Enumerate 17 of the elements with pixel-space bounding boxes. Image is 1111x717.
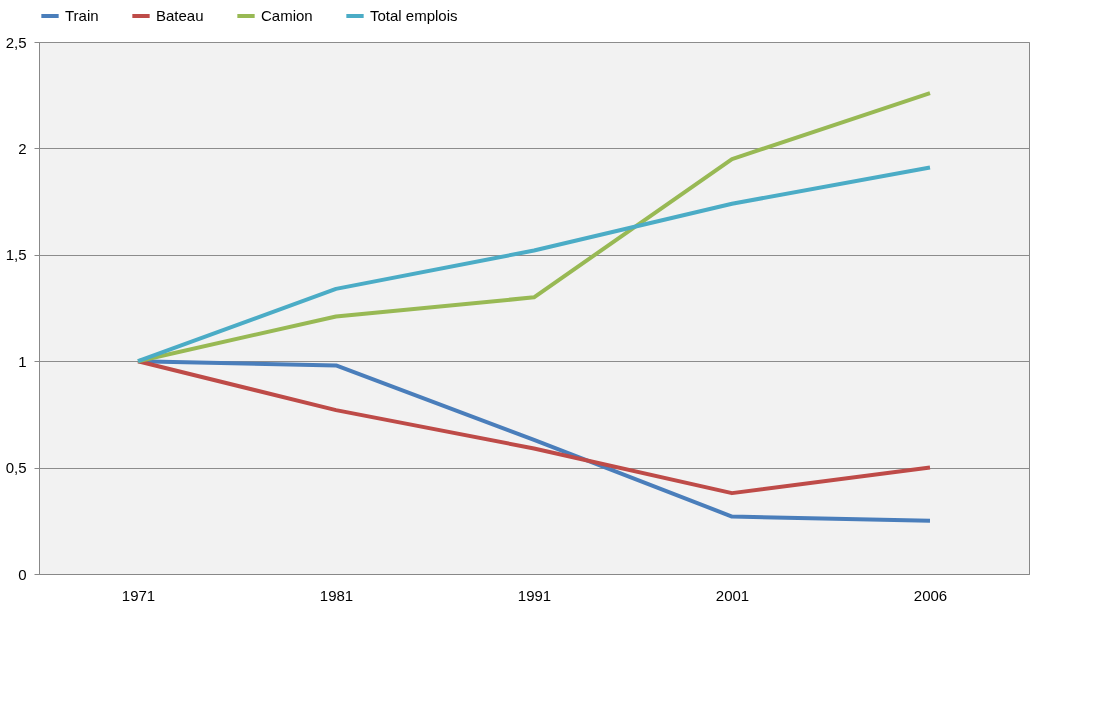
x-tick-label: 1971	[121, 586, 156, 604]
legend-label: Train	[65, 7, 99, 24]
line-series	[136, 359, 932, 496]
line-series	[136, 165, 932, 364]
y-tick-label: 1	[18, 352, 27, 370]
x-tick-label: 2001	[715, 586, 750, 604]
legend-label: Bateau	[156, 7, 204, 24]
y-tick-label: 0	[18, 565, 27, 583]
x-tick-label: 2006	[913, 586, 948, 604]
y-tick-label: 2	[18, 139, 27, 157]
legend-label: Total emplois	[370, 7, 458, 24]
legend-label: Camion	[261, 7, 313, 24]
x-tick-label: 1981	[319, 586, 354, 604]
y-tick-label: 2,5	[5, 33, 27, 51]
x-tick-label: 1991	[517, 586, 552, 604]
y-tick-label: 0,5	[5, 459, 27, 477]
y-tick-label: 1,5	[5, 246, 27, 264]
